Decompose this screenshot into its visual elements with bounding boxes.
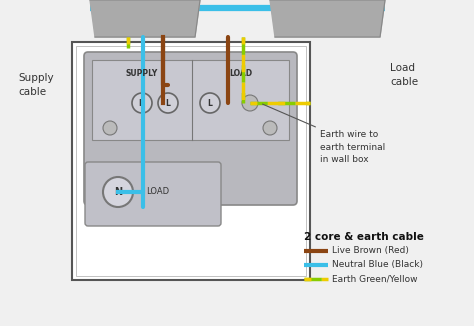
Circle shape xyxy=(158,93,178,113)
Circle shape xyxy=(132,93,152,113)
Text: Supply
cable: Supply cable xyxy=(18,73,54,97)
Polygon shape xyxy=(270,0,385,37)
Text: N: N xyxy=(114,187,122,197)
Circle shape xyxy=(242,95,258,111)
Polygon shape xyxy=(90,0,200,37)
Text: Earth wire to
earth terminal
in wall box: Earth wire to earth terminal in wall box xyxy=(320,130,385,164)
Text: L: L xyxy=(165,98,171,108)
Text: LOAD: LOAD xyxy=(146,187,169,197)
Text: SUPPLY: SUPPLY xyxy=(126,69,158,79)
Bar xyxy=(72,42,310,280)
FancyBboxPatch shape xyxy=(85,162,221,226)
Text: Live Brown (Red): Live Brown (Red) xyxy=(332,246,409,256)
Circle shape xyxy=(263,121,277,135)
Circle shape xyxy=(103,177,133,207)
Text: Neutral Blue (Black): Neutral Blue (Black) xyxy=(332,260,423,270)
FancyBboxPatch shape xyxy=(84,52,297,205)
Text: Earth Green/Yellow: Earth Green/Yellow xyxy=(332,274,418,284)
Text: 2 core & earth cable: 2 core & earth cable xyxy=(304,232,424,242)
Text: L: L xyxy=(208,98,212,108)
Text: LOAD: LOAD xyxy=(229,69,252,79)
Text: N: N xyxy=(139,98,145,108)
Circle shape xyxy=(200,93,220,113)
Text: Load
cable: Load cable xyxy=(390,63,418,87)
Circle shape xyxy=(103,121,117,135)
Bar xyxy=(92,60,289,140)
Bar xyxy=(76,46,306,276)
